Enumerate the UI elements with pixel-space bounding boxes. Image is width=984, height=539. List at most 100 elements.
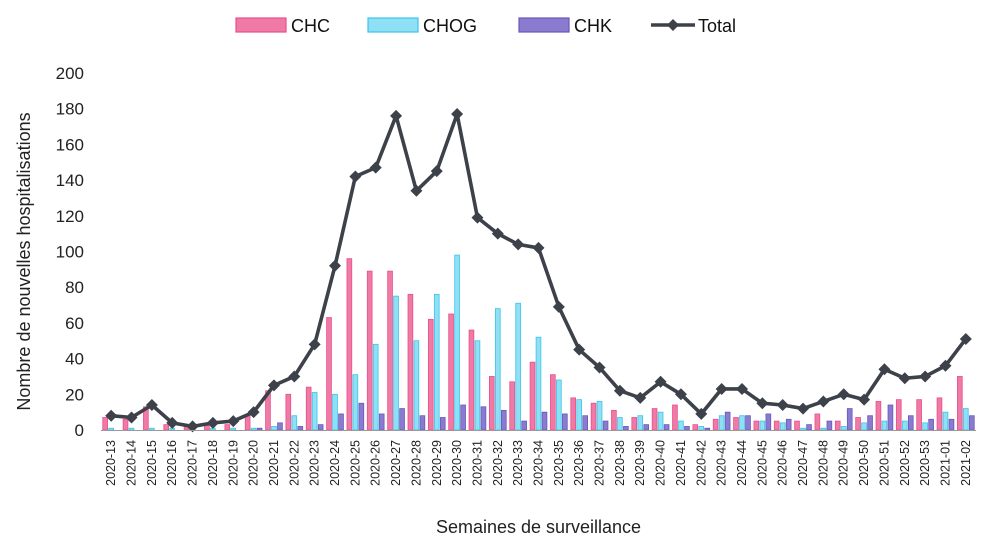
- bar-chk: [582, 415, 588, 431]
- bar-chc: [875, 401, 882, 431]
- y-tick-label: 120: [56, 207, 84, 226]
- bar-chc: [407, 293, 414, 431]
- x-tick-label: 2020-33: [511, 440, 525, 486]
- legend: CHC CHOG CHK Total: [235, 16, 736, 36]
- bar-chk: [745, 415, 751, 431]
- legend-label: Total: [698, 16, 736, 36]
- bar-chk: [419, 415, 426, 431]
- x-tick-label: 2020-40: [654, 440, 668, 486]
- y-axis-title: Nombre de nouvelles hospitalisations: [14, 112, 34, 410]
- bar-chc: [957, 376, 963, 431]
- bar-chc: [488, 376, 495, 431]
- x-tick-label: 2020-35: [552, 440, 566, 486]
- legend-label: CHOG: [423, 16, 477, 36]
- x-tick-label: 2020-29: [430, 440, 444, 486]
- bar-chk: [969, 415, 975, 431]
- y-tick-label: 40: [65, 350, 84, 369]
- bar-chog: [718, 415, 725, 431]
- total-point: [267, 379, 280, 392]
- total-point: [593, 361, 606, 374]
- total-line-layer: [105, 108, 972, 433]
- bar-chc: [672, 404, 678, 431]
- bar-chk: [765, 413, 772, 431]
- y-tick-label: 200: [56, 64, 84, 83]
- legend-swatch: [367, 17, 419, 33]
- total-point: [919, 370, 932, 383]
- x-tick-label: 2020-26: [369, 440, 383, 486]
- x-axis: 2020-13 2020-14 2020-15 2020-16 2020-17 2020-…: [101, 430, 976, 486]
- bar-chc: [916, 399, 922, 431]
- legend-marker: [667, 19, 679, 31]
- total-point: [552, 300, 565, 313]
- total-point: [451, 108, 464, 121]
- bar-chog: [230, 427, 237, 431]
- total-point: [695, 407, 708, 420]
- x-tick-label: 2021-02: [959, 440, 973, 486]
- total-point: [797, 402, 810, 415]
- bar-chog: [657, 411, 664, 431]
- bar-chog: [352, 374, 359, 431]
- bar-chc: [387, 270, 393, 431]
- bar-chc: [427, 318, 434, 431]
- total-point: [206, 416, 219, 429]
- bar-chog: [840, 426, 847, 431]
- bar-chog: [311, 392, 318, 431]
- bar-chk: [338, 413, 344, 431]
- x-tick-label: 2021-01: [938, 440, 952, 486]
- bar-chk: [297, 426, 304, 431]
- bar-chk: [948, 418, 955, 431]
- bar-chog: [556, 379, 562, 431]
- total-point: [613, 384, 626, 397]
- series-chc-bars: [102, 258, 963, 431]
- bar-chk: [907, 415, 914, 431]
- bar-chog: [413, 340, 420, 431]
- total-point: [369, 161, 382, 174]
- y-tick-label: 140: [56, 171, 84, 190]
- bar-chc: [753, 420, 760, 431]
- total-point: [898, 372, 911, 385]
- x-tick-label: 2020-27: [389, 440, 403, 486]
- bar-chog: [474, 340, 481, 431]
- bar-chk: [602, 420, 609, 431]
- x-tick-label: 2020-51: [877, 440, 891, 486]
- bar-chog: [861, 422, 867, 431]
- bar-chog: [922, 422, 928, 431]
- legend-swatch: [518, 17, 570, 33]
- bar-chk: [277, 422, 283, 431]
- total-point: [532, 241, 545, 254]
- bar-chog: [759, 420, 766, 431]
- bar-chc: [651, 408, 658, 431]
- series-chk-bars: [256, 402, 975, 431]
- x-tick-label: 2020-21: [267, 440, 281, 486]
- bar-chc: [529, 361, 536, 431]
- bar-chk: [724, 411, 731, 431]
- legend-item-chk: CHK: [518, 16, 612, 36]
- x-tick-label: 2020-19: [226, 440, 240, 486]
- legend-item-chog: CHOG: [367, 16, 477, 36]
- bar-chog: [942, 411, 949, 431]
- bar-chc: [468, 329, 475, 431]
- bar-chc: [895, 399, 902, 431]
- total-point: [247, 406, 260, 419]
- total-point: [491, 227, 504, 240]
- bar-chk: [623, 426, 629, 431]
- y-tick-label: 160: [56, 135, 84, 154]
- x-axis-title: Semaines de surveillance: [436, 517, 641, 537]
- bar-chog: [963, 408, 969, 431]
- bar-chog: [739, 415, 745, 431]
- x-tick-label: 2020-36: [572, 440, 586, 486]
- total-point: [349, 170, 362, 183]
- bar-chog: [678, 420, 684, 431]
- total-point: [735, 382, 748, 395]
- x-tick-label: 2020-16: [165, 440, 179, 486]
- bar-chk: [358, 402, 365, 431]
- x-tick-label: 2020-43: [715, 440, 729, 486]
- x-tick-label: 2020-25: [348, 440, 362, 486]
- total-point: [939, 359, 952, 372]
- total-point: [573, 343, 586, 356]
- total-point: [858, 393, 871, 406]
- total-point: [308, 338, 321, 351]
- total-point: [817, 395, 830, 408]
- bar-chc: [285, 393, 292, 431]
- bar-chog: [149, 427, 155, 431]
